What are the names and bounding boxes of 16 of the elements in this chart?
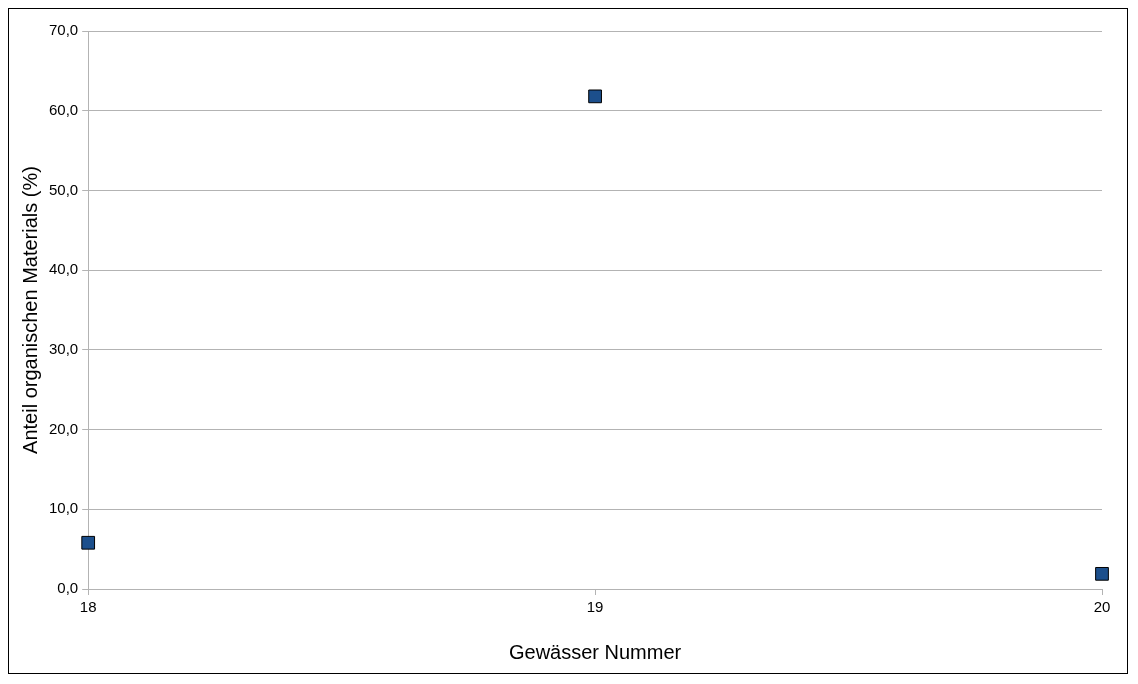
y-tick-label: 30,0 — [48, 340, 79, 357]
point — [588, 89, 602, 104]
x-tick-label: 20 — [1093, 598, 1111, 616]
point — [1095, 566, 1109, 581]
y-tick-label: 40,0 — [48, 260, 79, 278]
point — [81, 535, 96, 550]
x-tick-label: 18 — [79, 598, 97, 616]
y-tick-label: 0,0 — [57, 579, 79, 597]
x-tick-label: 19 — [586, 598, 604, 616]
y-tick-label: 50,0 — [48, 180, 79, 198]
y-tick-label: 20,0 — [48, 419, 79, 437]
x-axis-title: Gewässer Nummer — [508, 640, 682, 663]
y-tick-label: 60,0 — [48, 100, 79, 118]
y-tick-label: 10,0 — [48, 499, 79, 517]
y-axis-title: Anteil organischen Materials (%) — [18, 166, 41, 454]
y-tick-label: 70,0 — [48, 21, 79, 39]
